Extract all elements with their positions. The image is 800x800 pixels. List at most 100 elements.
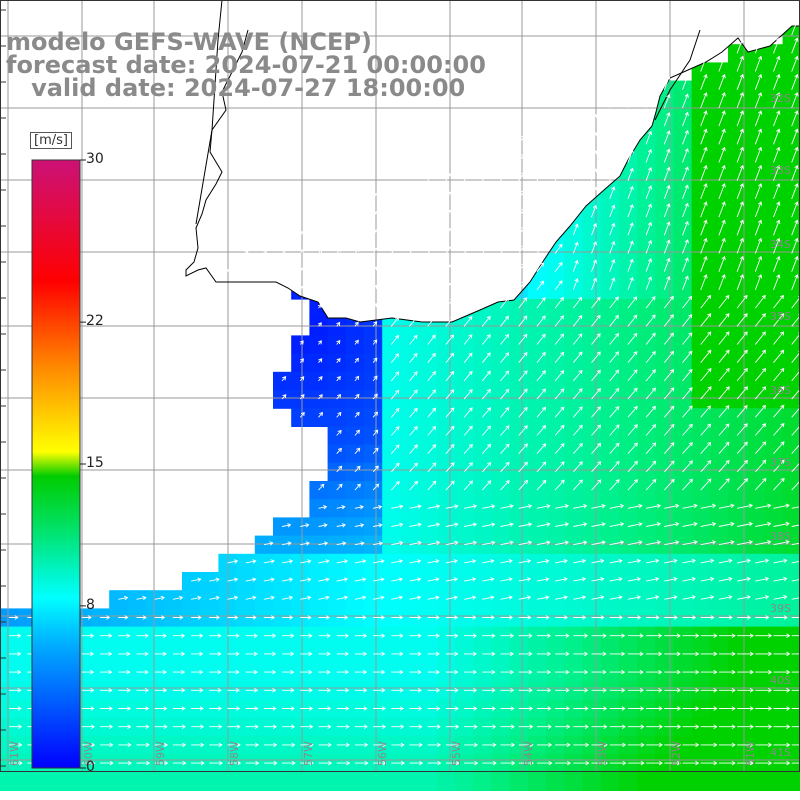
wind-arrow — [663, 112, 671, 127]
wind-speed-cell — [582, 280, 602, 300]
wind-arrow — [754, 477, 767, 491]
wind-speed-cell — [564, 426, 583, 446]
wind-speed-cell — [400, 353, 420, 373]
wind-arrow — [263, 688, 277, 693]
wind-arrow — [463, 389, 473, 400]
wind-arrow — [737, 669, 754, 675]
wind-arrow — [555, 706, 571, 711]
wind-speed-cell — [436, 772, 456, 791]
wind-arrow — [645, 478, 657, 491]
wind-arrow — [718, 478, 730, 491]
wind-arrow — [663, 295, 674, 309]
wind-arrow — [700, 128, 708, 145]
wind-arrow — [754, 128, 763, 145]
wind-speed-cell — [764, 408, 784, 427]
wind-speed-cell — [455, 772, 474, 791]
wind-arrow — [718, 558, 733, 564]
wind-arrow — [191, 651, 204, 657]
wind-arrow — [81, 669, 95, 675]
wind-speed-cell — [527, 371, 547, 391]
wind-speed-cell — [637, 299, 656, 318]
wind-arrow — [646, 651, 663, 657]
wind-arrow — [518, 522, 533, 527]
wind-arrow — [390, 389, 400, 400]
wind-arrow — [427, 504, 441, 509]
wind-arrow — [427, 371, 436, 382]
wind-arrow — [500, 706, 515, 711]
wind-arrow — [591, 558, 605, 564]
wind-arrow — [646, 595, 660, 600]
wind-arrow — [482, 688, 496, 693]
wind-speed-cell — [491, 408, 511, 427]
wind-arrow — [518, 443, 528, 454]
wind-arrow — [718, 237, 726, 254]
wind-arrow — [318, 523, 328, 528]
wind-arrow — [663, 405, 675, 418]
wind-arrow — [646, 558, 660, 564]
wind-arrow — [318, 541, 329, 546]
wind-speed-cell — [418, 390, 438, 409]
wind-speed-cell — [436, 335, 456, 355]
wind-arrow — [609, 595, 623, 600]
wind-arrow — [591, 204, 598, 218]
wind-speed-cell — [491, 772, 511, 791]
wind-arrow — [536, 406, 547, 418]
wind-speed-cell — [673, 299, 693, 318]
longitude-label: 55W — [450, 741, 463, 766]
wind-speed-cell — [782, 535, 800, 555]
wind-arrow — [664, 706, 682, 711]
wind-arrow — [373, 577, 385, 582]
wind-speed-cell — [709, 262, 729, 282]
wind-arrow — [718, 55, 726, 72]
wind-arrow — [718, 110, 726, 127]
wind-speed-cell — [746, 262, 765, 282]
wind-arrow — [737, 742, 754, 748]
wind-arrow — [118, 633, 131, 638]
longitude-label: 56W — [376, 741, 389, 766]
wind-arrow — [609, 540, 625, 546]
wind-arrow — [263, 669, 277, 675]
wind-arrow — [682, 275, 689, 291]
river-border — [195, 0, 223, 225]
colorbar-label: 30 — [86, 151, 104, 167]
wind-speed-cell — [782, 626, 800, 646]
wind-arrow — [591, 442, 602, 454]
wind-arrow — [755, 669, 773, 675]
wind-arrow — [482, 558, 495, 564]
wind-arrow — [754, 92, 763, 109]
wind-arrow — [464, 615, 477, 620]
wind-arrow — [409, 389, 418, 400]
wind-speed-cell — [746, 317, 765, 336]
wind-speed-cell — [709, 117, 729, 136]
wind-speed-cell — [600, 299, 620, 318]
wind-arrow — [573, 651, 589, 657]
wind-arrow — [136, 706, 150, 711]
wind-speed-cell — [782, 608, 800, 628]
wind-speed-cell — [691, 772, 711, 791]
wind-arrow — [464, 595, 477, 600]
wind-speed-cell — [709, 408, 729, 427]
wind-speed-cell — [764, 262, 784, 282]
wind-arrow — [663, 203, 671, 218]
wind-arrow — [318, 633, 331, 638]
wind-arrow — [263, 577, 275, 582]
wind-speed-cell — [327, 462, 347, 482]
wind-arrow — [773, 164, 781, 181]
wind-arrow — [100, 633, 113, 638]
wind-arrow — [427, 444, 437, 454]
wind-arrow — [627, 185, 634, 200]
latitude-label: 35S — [770, 310, 791, 323]
wind-arrow — [700, 595, 715, 600]
wind-speed-cell — [582, 353, 602, 373]
wind-speed-cell — [746, 426, 765, 446]
wind-arrow — [100, 669, 113, 675]
wind-arrow — [9, 615, 19, 620]
wind-arrow — [609, 558, 623, 564]
wind-arrow — [317, 340, 322, 345]
wind-arrow — [282, 706, 295, 711]
wind-arrow — [754, 201, 763, 218]
wind-arrow — [518, 189, 526, 200]
wind-speed-cell — [673, 390, 693, 409]
wind-arrow — [627, 522, 643, 527]
wind-arrow — [573, 503, 588, 509]
